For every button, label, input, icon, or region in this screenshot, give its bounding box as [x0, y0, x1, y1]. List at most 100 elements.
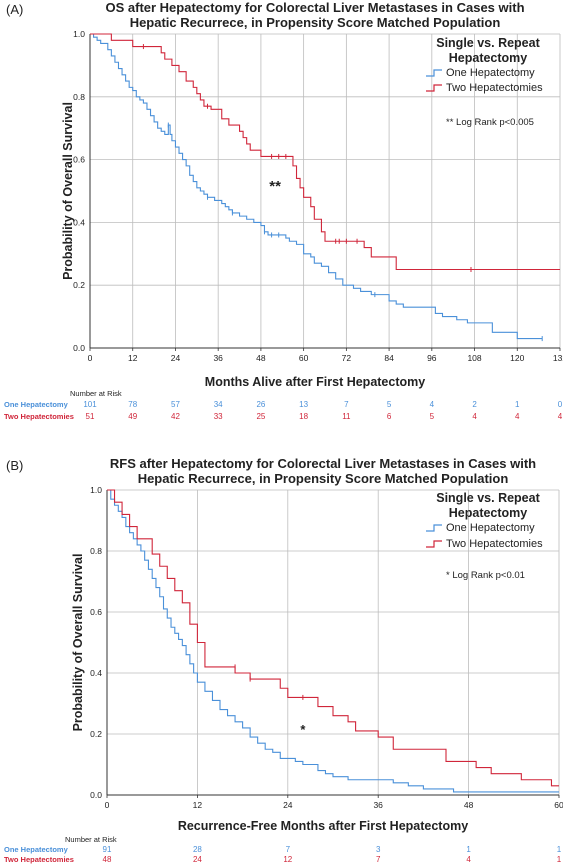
plot-area: [90, 34, 560, 348]
risk-value: 4: [430, 400, 435, 409]
chart-title-line: OS after Hepatectomy for Colorectal Live…: [105, 0, 524, 15]
y-axis-label: Probability of Overall Survival: [61, 102, 75, 280]
risk-value: 49: [128, 412, 137, 421]
x-tick-label: 60: [554, 800, 563, 810]
risk-row-label: One Hepatectomy: [4, 400, 69, 409]
legend-swatch: [426, 524, 442, 532]
legend-label: Two Hepatectomies: [446, 82, 543, 94]
risk-value: 1: [557, 855, 562, 864]
y-tick-label: 0.4: [73, 217, 85, 227]
x-tick-label: 48: [464, 800, 474, 810]
legend-label: One Hepatectomy: [446, 522, 535, 534]
legend-swatch: [426, 84, 442, 92]
y-tick-label: 1.0: [90, 485, 102, 495]
panel-label: (A): [6, 2, 23, 17]
risk-value: 42: [171, 412, 180, 421]
x-tick-label: 0: [88, 353, 93, 363]
x-tick-label: 36: [213, 353, 223, 363]
chart-title-line: Hepatic Recurrece, in Propensity Score M…: [130, 15, 501, 30]
y-tick-label: 0.6: [90, 607, 102, 617]
risk-value: 4: [515, 412, 520, 421]
chart-panel-b: (B) RFS after Hepatectomy for Colorectal …: [4, 456, 563, 864]
risk-value: 11: [342, 412, 351, 421]
x-tick-label: 36: [373, 800, 383, 810]
risk-value: 3: [376, 845, 381, 854]
risk-value: 1: [557, 845, 562, 854]
y-tick-label: 0.2: [90, 729, 102, 739]
y-tick-label: 0.8: [90, 546, 102, 556]
x-axis-label: Recurrence-Free Months after First Hepat…: [178, 819, 468, 833]
risk-value: 33: [214, 412, 223, 421]
x-tick-label: 72: [342, 353, 352, 363]
legend-title-line: Single vs. Repeat: [436, 36, 540, 50]
risk-value: 12: [283, 855, 292, 864]
legend-title-line: Single vs. Repeat: [436, 491, 540, 505]
risk-value: 1: [515, 400, 520, 409]
risk-value: 78: [128, 400, 137, 409]
log-rank-note: * Log Rank p<0.01: [446, 570, 525, 581]
risk-value: 7: [286, 845, 291, 854]
risk-value: 0: [558, 400, 563, 409]
x-tick-label: 12: [193, 800, 203, 810]
legend-title-line: Hepatectomy: [449, 506, 528, 520]
chart-title-line: Hepatic Recurrece, in Propensity Score M…: [138, 471, 509, 486]
km-curve-two-hepatectomy: [90, 33, 560, 271]
x-tick-label: 96: [427, 353, 437, 363]
y-axis-label: Probability of Overall Survival: [71, 554, 85, 732]
chart-panel-a: (A) OS after Hepatectomy for Colorectal L…: [4, 0, 563, 421]
legend-label: Two Hepatectomies: [446, 538, 543, 550]
legend-title-line: Hepatectomy: [449, 51, 528, 65]
risk-value: 7: [344, 400, 349, 409]
risk-value: 34: [214, 400, 223, 409]
risk-value: 4: [558, 412, 563, 421]
legend-swatch: [426, 540, 442, 548]
risk-value: 51: [86, 412, 95, 421]
legend-label: One Hepatectomy: [446, 67, 535, 79]
risk-value: 101: [83, 400, 97, 409]
legend-swatch: [426, 69, 442, 77]
panel-label: (B): [6, 458, 23, 473]
y-tick-label: 0.0: [90, 790, 102, 800]
risk-value: 91: [103, 845, 112, 854]
x-tick-label: 60: [299, 353, 309, 363]
risk-value: 1: [466, 845, 471, 854]
risk-value: 6: [387, 412, 392, 421]
chart-title-line: RFS after Hepatectomy for Colorectal Liv…: [110, 456, 536, 471]
plot-area: [107, 490, 559, 795]
risk-value: 24: [193, 855, 202, 864]
significance-stars: *: [300, 722, 306, 737]
risk-row-label: Two Hepatectomies: [4, 412, 74, 421]
significance-stars: **: [269, 178, 281, 195]
risk-value: 26: [256, 400, 265, 409]
x-tick-label: 12: [128, 353, 138, 363]
y-tick-label: 0.2: [73, 280, 85, 290]
y-tick-label: 0.0: [73, 343, 85, 353]
risk-value: 18: [299, 412, 308, 421]
y-tick-label: 1.0: [73, 29, 85, 39]
risk-value: 4: [466, 855, 471, 864]
risk-table-heading: Number at Risk: [70, 389, 122, 398]
risk-value: 13: [299, 400, 308, 409]
risk-row-label: Two Hepatectomies: [4, 855, 74, 864]
x-tick-label: 120: [510, 353, 524, 363]
risk-table-heading: Number at Risk: [65, 835, 117, 844]
risk-value: 48: [103, 855, 112, 864]
risk-row-label: One Hepatectomy: [4, 845, 69, 854]
x-tick-label: 108: [467, 353, 481, 363]
risk-value: 2: [472, 400, 477, 409]
y-tick-label: 0.4: [90, 668, 102, 678]
risk-value: 25: [256, 412, 265, 421]
risk-value: 57: [171, 400, 180, 409]
x-axis-label: Months Alive after First Hepatectomy: [205, 375, 425, 389]
x-tick-label: 0: [105, 800, 110, 810]
risk-value: 7: [376, 855, 381, 864]
risk-value: 5: [430, 412, 435, 421]
x-tick-label: 24: [171, 353, 181, 363]
km-curve-one-hepatectomy: [90, 33, 543, 340]
y-tick-label: 0.6: [73, 155, 85, 165]
km-curve-two-hepatectomy: [107, 489, 559, 787]
